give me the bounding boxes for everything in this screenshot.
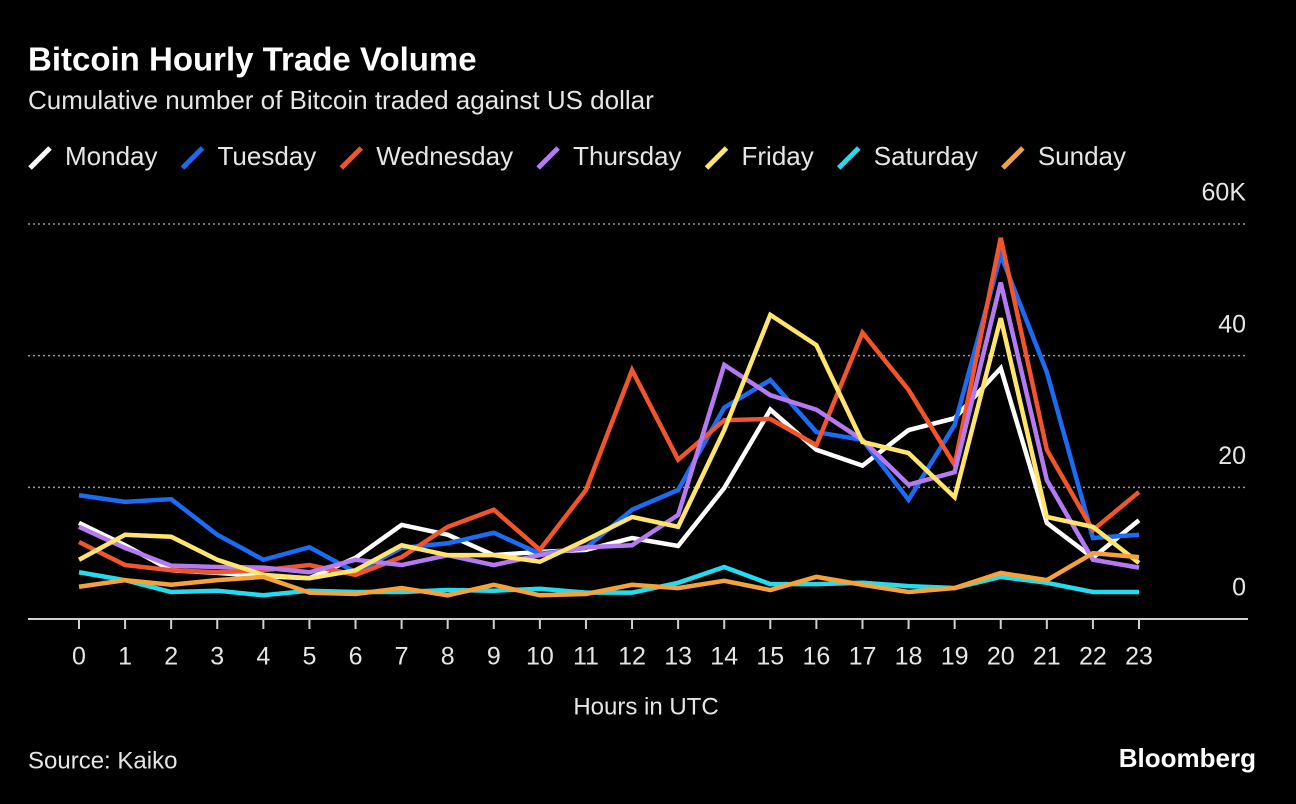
x-tick-label: 4 (256, 643, 270, 671)
source: Source: Kaiko (28, 747, 177, 774)
x-tick-label: 1 (118, 643, 132, 671)
x-tick-label: 17 (849, 643, 877, 671)
y-tick-label: 40 (1218, 310, 1246, 338)
legend-swatch (180, 146, 205, 170)
legend-swatch (704, 146, 729, 170)
legend-label: Wednesday (376, 141, 513, 171)
x-tick-label: 0 (72, 643, 86, 671)
x-axis-label: Hours in UTC (573, 693, 718, 720)
x-tick-label: 3 (210, 643, 224, 671)
x-tick-label: 12 (618, 643, 646, 671)
x-tick-label: 15 (756, 643, 784, 671)
legend-swatch (1001, 146, 1025, 170)
line-series (78, 550, 1140, 598)
x-tick-label: 21 (1033, 643, 1061, 671)
x-tick-label: 14 (710, 643, 738, 671)
x-tick-label: 8 (441, 643, 455, 671)
x-tick-label: 23 (1125, 643, 1153, 671)
legend-swatch (536, 146, 560, 170)
legend-swatch (28, 146, 52, 170)
legend-label: Tuesday (218, 141, 317, 171)
legend-label: Friday (742, 141, 814, 171)
legend-swatch (836, 146, 861, 170)
x-tick-label: 16 (802, 643, 830, 671)
x-tick-label: 20 (987, 643, 1015, 671)
x-tick-label: 2 (164, 643, 178, 671)
legend-swatch (339, 146, 364, 170)
y-tick-label: 0 (1232, 574, 1246, 602)
legend-label: Sunday (1038, 141, 1126, 171)
x-tick-label: 10 (526, 643, 554, 671)
x-tick-label: 5 (302, 643, 316, 671)
brand: Bloomberg (1119, 743, 1256, 773)
y-tick-label: 20 (1218, 442, 1246, 470)
line-series (78, 282, 1140, 575)
y-tick-label: 60K (1202, 179, 1247, 207)
chart-subtitle: Cumulative number of Bitcoin traded agai… (28, 85, 654, 115)
x-tick-label: 6 (349, 643, 363, 671)
x-tick-label: 9 (487, 643, 501, 671)
x-tick-label: 19 (941, 643, 969, 671)
chart-title: Bitcoin Hourly Trade Volume (28, 41, 477, 78)
legend-label: Thursday (573, 141, 681, 171)
x-tick-label: 7 (395, 643, 409, 671)
x-tick-label: 11 (573, 643, 599, 671)
x-tick-label: 13 (664, 643, 692, 671)
x-tick-label: 22 (1079, 643, 1107, 671)
legend-label: Monday (65, 141, 158, 171)
line-series (77, 311, 1141, 581)
legend-label: Saturday (874, 141, 978, 171)
x-tick-label: 18 (895, 643, 923, 671)
